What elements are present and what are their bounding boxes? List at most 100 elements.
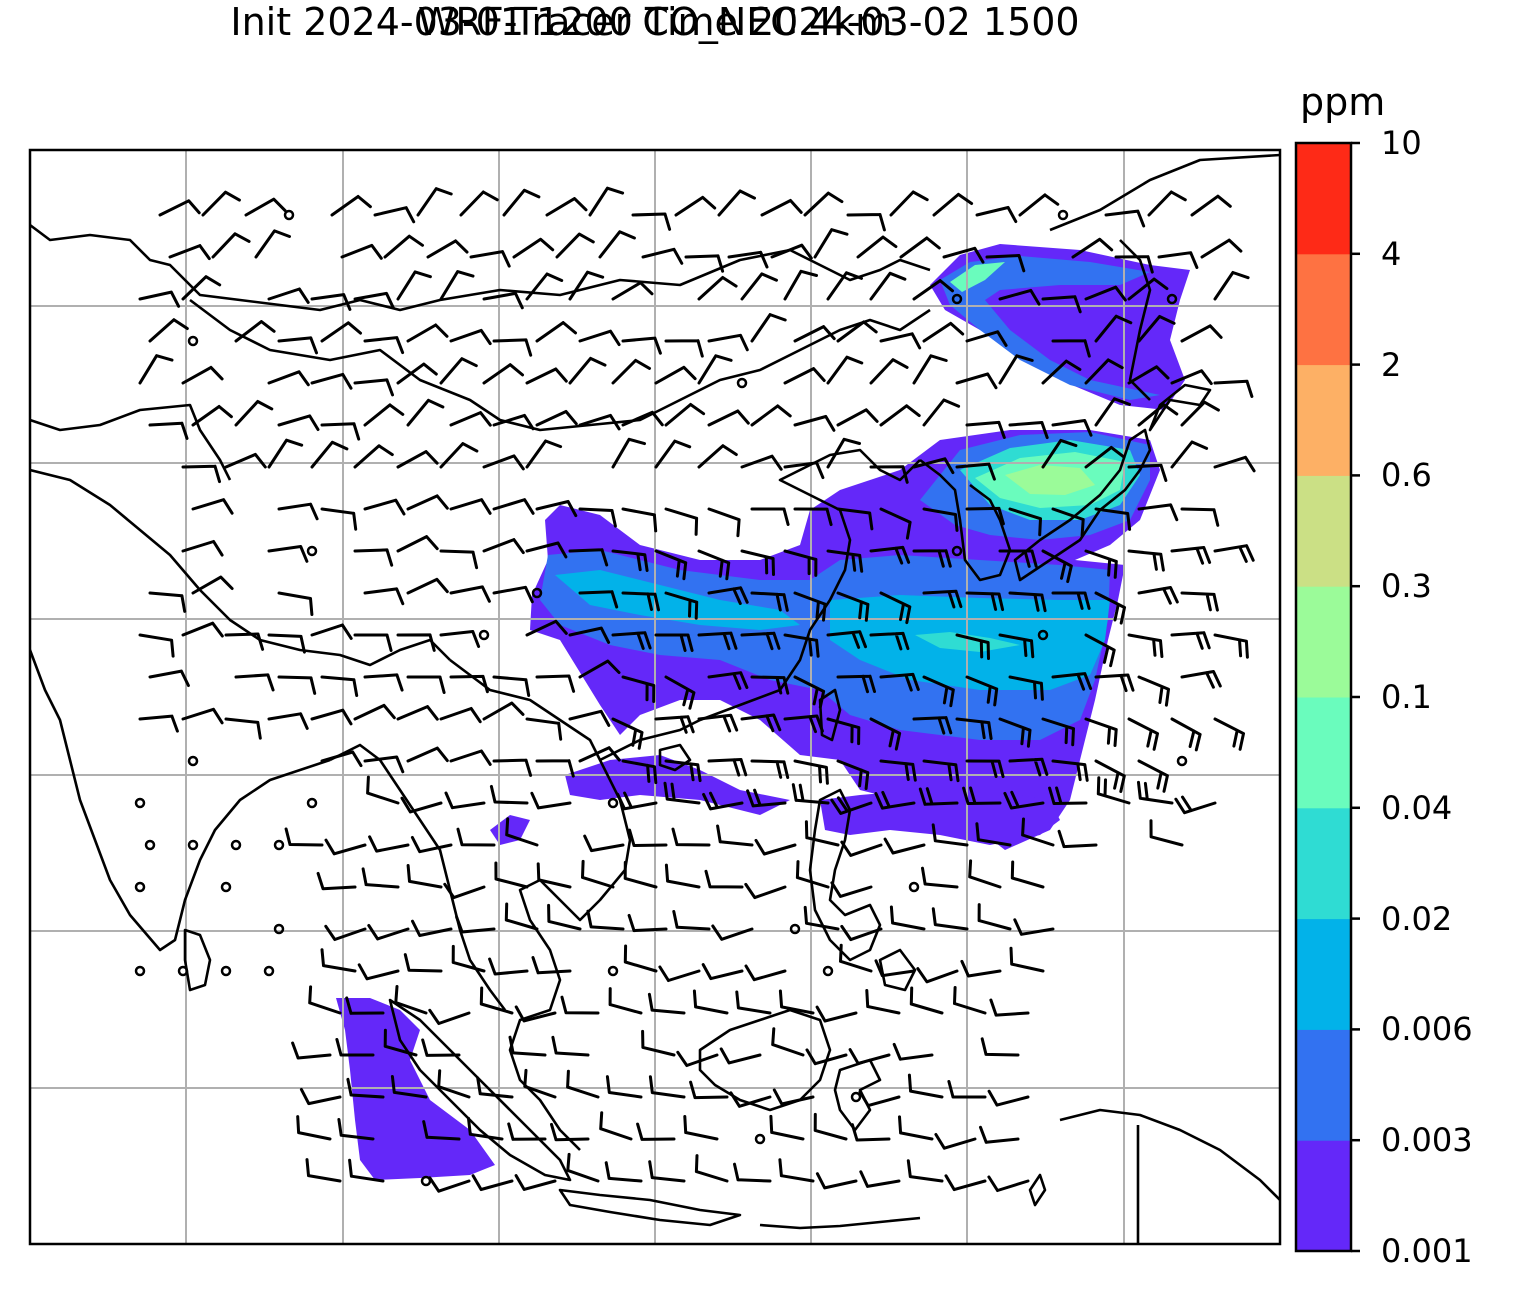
- wind-barb: [310, 293, 352, 311]
- wind-barb: [676, 1050, 719, 1067]
- wind-barb: [535, 759, 575, 778]
- wind-barb: [439, 357, 478, 385]
- wind-barb: [504, 902, 539, 931]
- wind-barb: [211, 232, 251, 259]
- wind-barb: [707, 409, 750, 427]
- wind-barb: [611, 631, 652, 650]
- wind-barb: [1170, 717, 1202, 752]
- calm-wind-marker: [306, 545, 318, 557]
- wind-barb: [740, 454, 783, 471]
- wind-barb: [583, 834, 625, 853]
- wind-barb: [883, 837, 926, 855]
- wind-barb: [813, 228, 849, 259]
- wind-barb: [727, 250, 769, 269]
- wind-barb: [692, 989, 729, 1015]
- wind-barb: [746, 788, 787, 808]
- calm-wind-marker: [951, 293, 963, 305]
- wind-barb: [664, 339, 704, 358]
- wind-barb: [621, 336, 662, 355]
- wind-barb: [998, 354, 1034, 385]
- wind-barb: [836, 591, 870, 622]
- wind-barb: [305, 1158, 342, 1183]
- wind-barb: [1157, 251, 1199, 269]
- wind-barb: [439, 707, 482, 724]
- wind-barb: [998, 288, 1041, 306]
- colorbar-tick-label: 0.003: [1381, 1121, 1473, 1160]
- wind-barb: [733, 1162, 772, 1183]
- wind-barb: [932, 192, 974, 217]
- wind-barb: [330, 195, 372, 217]
- wind-barb: [1127, 463, 1168, 482]
- wind-barb: [1041, 359, 1082, 385]
- wind-barb: [581, 859, 615, 889]
- wind-barb: [1051, 339, 1091, 358]
- wind-barb: [1137, 315, 1176, 343]
- wind-barb: [836, 408, 879, 427]
- wind-barb: [1170, 631, 1211, 650]
- wind-barb: [390, 1075, 428, 1099]
- wind-barb: [598, 230, 636, 259]
- plume-korea-l6: [1005, 465, 1095, 495]
- wind-barb: [879, 332, 922, 350]
- wind-barb: [771, 1027, 805, 1057]
- wind-barb: [363, 336, 405, 355]
- wind-barb: [701, 963, 744, 981]
- plume-northeast-arc-l2: [940, 256, 1160, 400]
- wind-barb: [664, 591, 699, 620]
- wind-barb: [1213, 717, 1245, 751]
- wind-barb: [921, 866, 959, 889]
- wind-barb: [568, 356, 607, 385]
- wind-barb: [889, 190, 929, 217]
- wind-barb: [428, 1008, 471, 1025]
- wind-barb: [514, 1005, 557, 1023]
- wind-barb: [1008, 591, 1047, 613]
- wind-barb: [647, 992, 686, 1015]
- wind-barb: [671, 827, 711, 847]
- wind-barb: [267, 438, 304, 469]
- wind-barb: [366, 775, 400, 805]
- wind-barb: [1013, 918, 1055, 936]
- wind-barb: [449, 749, 492, 766]
- wind-barb: [1084, 285, 1127, 302]
- colorbar-segment: [1296, 697, 1351, 809]
- wind-barb: [324, 924, 367, 941]
- wind-barbs: [134, 186, 1256, 1193]
- wind-barb: [965, 759, 1005, 779]
- wind-barb: [181, 365, 224, 385]
- calm-wind-marker: [177, 965, 189, 977]
- wind-barb: [912, 716, 953, 735]
- wind-barb: [1180, 670, 1222, 689]
- wind-barb: [760, 199, 803, 217]
- wind-barb: [1170, 440, 1209, 469]
- wind-barb: [922, 398, 961, 427]
- wind-barb: [707, 333, 749, 352]
- colorbar-tick-label: 4: [1381, 234, 1402, 273]
- wind-barb: [1137, 403, 1179, 427]
- wind-barb: [783, 714, 824, 734]
- colorbar-unit-label: ppm: [1300, 80, 1386, 124]
- wind-barb: [361, 867, 400, 889]
- wind-barb: [277, 675, 317, 695]
- wind-barb: [320, 948, 357, 973]
- wind-barb: [611, 549, 649, 572]
- wind-barb: [138, 714, 179, 733]
- wind-barb: [898, 1115, 934, 1141]
- wind-barb: [740, 549, 775, 576]
- calm-wind-marker: [850, 1091, 862, 1103]
- calm-wind-marker: [607, 965, 619, 977]
- wind-barb: [906, 1159, 944, 1183]
- wind-barb: [396, 362, 438, 385]
- wind-barb: [889, 905, 926, 931]
- colorbar-segment: [1296, 918, 1351, 1030]
- plume-northeast-l5: [950, 262, 1005, 292]
- wind-barb: [353, 703, 396, 721]
- wind-barb: [980, 1037, 1020, 1057]
- wind-barb: [449, 674, 489, 694]
- wind-barb: [337, 1118, 375, 1141]
- wind-barb: [604, 1161, 643, 1183]
- wind-barb: [181, 621, 224, 638]
- wind-barb: [631, 212, 672, 231]
- wind-barb: [826, 717, 861, 746]
- wind-barb: [836, 674, 876, 694]
- wind-barb: [449, 328, 492, 346]
